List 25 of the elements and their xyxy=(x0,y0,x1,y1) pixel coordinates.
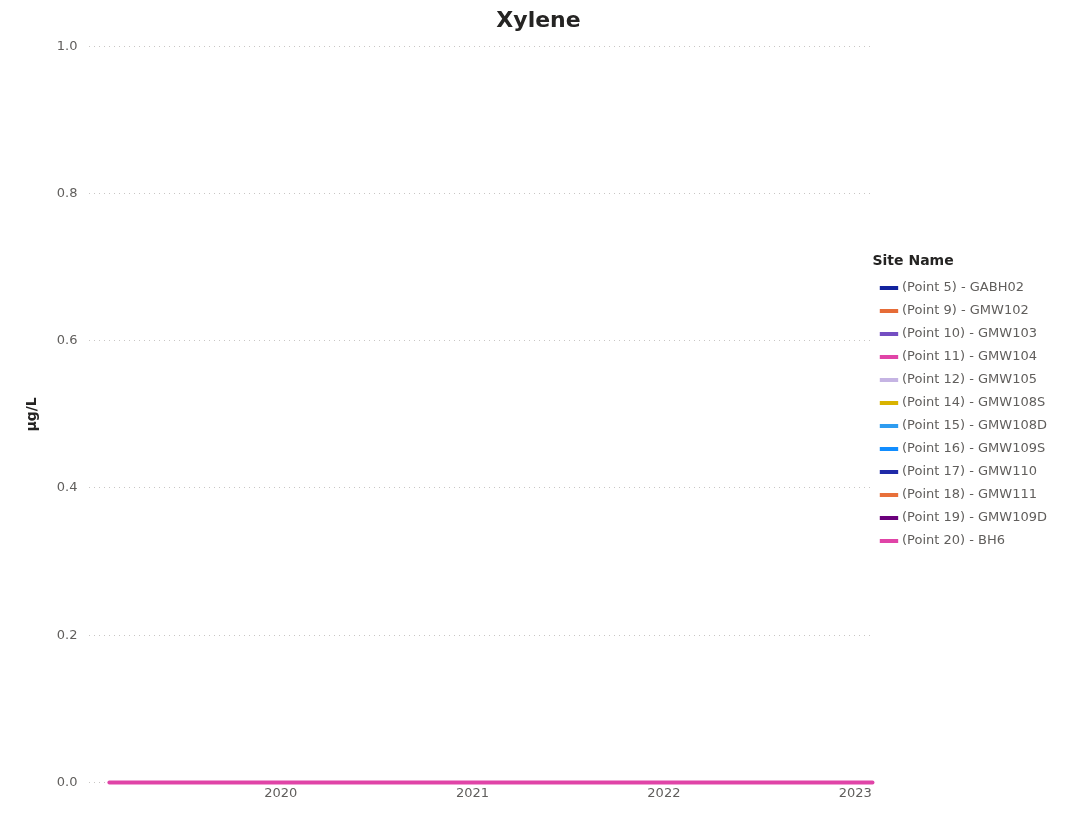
legend-label: (Point 19) - GMW109D xyxy=(901,509,1048,525)
legend-label: (Point 20) - BH6 xyxy=(901,532,1006,548)
y-axis-title: µg/L xyxy=(23,397,40,432)
x-tick-label: 2022 xyxy=(647,784,681,800)
legend-label: (Point 12) - GMW105 xyxy=(901,371,1037,387)
x-tick-label: 2023 xyxy=(838,784,872,800)
y-tick-label: 0.4 xyxy=(56,479,78,495)
x-tick-label: 2020 xyxy=(264,784,298,800)
chart-title: Xylene xyxy=(496,6,581,32)
legend-label: (Point 9) - GMW102 xyxy=(901,302,1029,318)
legend-label: (Point 10) - GMW103 xyxy=(901,325,1037,341)
legend-label: (Point 14) - GMW108S xyxy=(901,394,1046,410)
y-tick-label: 0.2 xyxy=(56,626,78,642)
legend-label: (Point 11) - GMW104 xyxy=(901,348,1037,364)
legend-label: (Point 16) - GMW109S xyxy=(901,440,1046,456)
y-tick-label: 0.0 xyxy=(56,773,78,789)
legend-label: (Point 5) - GABH02 xyxy=(901,279,1024,295)
legend-title: Site Name xyxy=(872,252,954,269)
legend-label: (Point 15) - GMW108D xyxy=(901,417,1048,433)
x-tick-label: 2021 xyxy=(456,784,490,800)
legend-label: (Point 17) - GMW110 xyxy=(901,463,1037,479)
legend-label: (Point 18) - GMW111 xyxy=(901,486,1037,502)
y-tick-label: 0.6 xyxy=(56,332,78,348)
y-tick-label: 1.0 xyxy=(56,37,78,53)
y-tick-label: 0.8 xyxy=(56,184,78,200)
